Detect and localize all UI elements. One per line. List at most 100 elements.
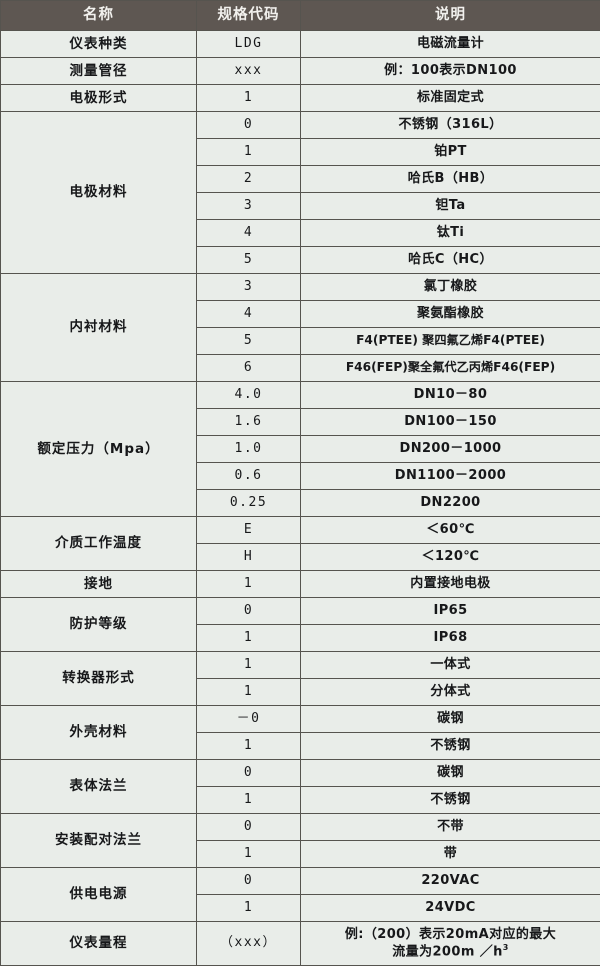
spec-code-cell: 0 — [197, 868, 301, 895]
spec-code-cell: 4.0 — [197, 382, 301, 409]
spec-code-cell: 1 — [197, 841, 301, 868]
spec-code-cell: 1 — [197, 85, 301, 112]
spec-code-cell: 0 — [197, 598, 301, 625]
spec-code-cell: 1 — [197, 733, 301, 760]
row-group-name: 仪表种类 — [1, 31, 197, 58]
description-cell: 聚氨酯橡胶 — [301, 301, 600, 328]
header-row: 名称 规格代码 说明 — [1, 1, 600, 31]
spec-code-cell: 4 — [197, 220, 301, 247]
column-header-code: 规格代码 — [197, 1, 301, 31]
row-group-name: 介质工作温度 — [1, 517, 197, 571]
spec-code-cell: E — [197, 517, 301, 544]
spec-code-cell: 2 — [197, 166, 301, 193]
spec-code-cell: 5 — [197, 328, 301, 355]
spec-code-cell: 1 — [197, 139, 301, 166]
row-group-name: 电极形式 — [1, 85, 197, 112]
spec-code-cell: 1 — [197, 679, 301, 706]
spec-code-cell: LDG — [197, 31, 301, 58]
row-group-name: 供电电源 — [1, 868, 197, 922]
spec-code-cell: 0.6 — [197, 463, 301, 490]
row-group-name: 电极材料 — [1, 112, 197, 274]
spec-code-cell: 1.0 — [197, 436, 301, 463]
spec-code-cell: xxx — [197, 58, 301, 85]
table-row: 仪表量程（xxx）例:（200）表示20mA对应的最大流量为200m ／h3 — [1, 922, 600, 966]
description-cell: 钛Ti — [301, 220, 600, 247]
description-cell: 220VAC — [301, 868, 600, 895]
description-cell: 碳钢 — [301, 706, 600, 733]
spec-code-cell: －0 — [197, 706, 301, 733]
description-cell: ＜120℃ — [301, 544, 600, 571]
row-group-name: 额定压力（Mpa） — [1, 382, 197, 517]
spec-code-cell: 3 — [197, 193, 301, 220]
description-cell: IP68 — [301, 625, 600, 652]
column-header-name: 名称 — [1, 1, 197, 31]
description-exponent: 3 — [503, 943, 509, 952]
spec-code-cell: 1 — [197, 652, 301, 679]
row-group-name: 表体法兰 — [1, 760, 197, 814]
description-cell: 带 — [301, 841, 600, 868]
column-header-description: 说明 — [301, 1, 600, 31]
description-cell: ＜60℃ — [301, 517, 600, 544]
spec-code-cell: 1 — [197, 571, 301, 598]
description-cell: DN2200 — [301, 490, 600, 517]
row-group-name: 内衬材料 — [1, 274, 197, 382]
description-cell: 不锈钢 — [301, 733, 600, 760]
table-header: 名称 规格代码 说明 — [1, 1, 600, 31]
description-cell: DN200－1000 — [301, 436, 600, 463]
description-line-1: 例:（200）表示20mA对应的最大 — [305, 927, 596, 943]
description-cell: DN1100－2000 — [301, 463, 600, 490]
row-group-name: 测量管径 — [1, 58, 197, 85]
spec-code-cell: 1 — [197, 787, 301, 814]
spec-code-cell: 5 — [197, 247, 301, 274]
description-cell: DN10－80 — [301, 382, 600, 409]
spec-code-cell: 3 — [197, 274, 301, 301]
description-cell: 不带 — [301, 814, 600, 841]
spec-code-cell: 4 — [197, 301, 301, 328]
description-cell: 24VDC — [301, 895, 600, 922]
description-cell: 不锈钢 — [301, 787, 600, 814]
description-cell: 电磁流量计 — [301, 31, 600, 58]
description-cell: 分体式 — [301, 679, 600, 706]
spec-code-cell: 0 — [197, 112, 301, 139]
description-cell: 一体式 — [301, 652, 600, 679]
description-cell: F46(FEP)聚全氟代乙丙烯F46(FEP) — [301, 355, 600, 382]
description-cell: 例：100表示DN100 — [301, 58, 600, 85]
row-group-name: 防护等级 — [1, 598, 197, 652]
spec-code-cell: 1.6 — [197, 409, 301, 436]
row-group-name: 安装配对法兰 — [1, 814, 197, 868]
description-cell: 碳钢 — [301, 760, 600, 787]
spec-code-cell: 1 — [197, 895, 301, 922]
description-line-2: 流量为200m ／h3 — [305, 943, 596, 961]
description-cell: 哈氏B（HB） — [301, 166, 600, 193]
spec-code-cell: 0 — [197, 760, 301, 787]
description-cell: 标准固定式 — [301, 85, 600, 112]
description-cell: IP65 — [301, 598, 600, 625]
row-group-name: 转换器形式 — [1, 652, 197, 706]
spec-code-cell: 1 — [197, 625, 301, 652]
description-cell: 内置接地电极 — [301, 571, 600, 598]
description-cell: 例:（200）表示20mA对应的最大流量为200m ／h3 — [301, 922, 600, 966]
row-group-name: 接地 — [1, 571, 197, 598]
description-cell: 钽Ta — [301, 193, 600, 220]
description-line-2-text: 流量为200m ／h — [392, 944, 502, 959]
row-group-name: 外壳材料 — [1, 706, 197, 760]
spec-code-cell: H — [197, 544, 301, 571]
row-group-name: 仪表量程 — [1, 922, 197, 966]
spec-code-cell: 6 — [197, 355, 301, 382]
spec-code-cell: （xxx） — [197, 922, 301, 966]
description-cell: DN100－150 — [301, 409, 600, 436]
